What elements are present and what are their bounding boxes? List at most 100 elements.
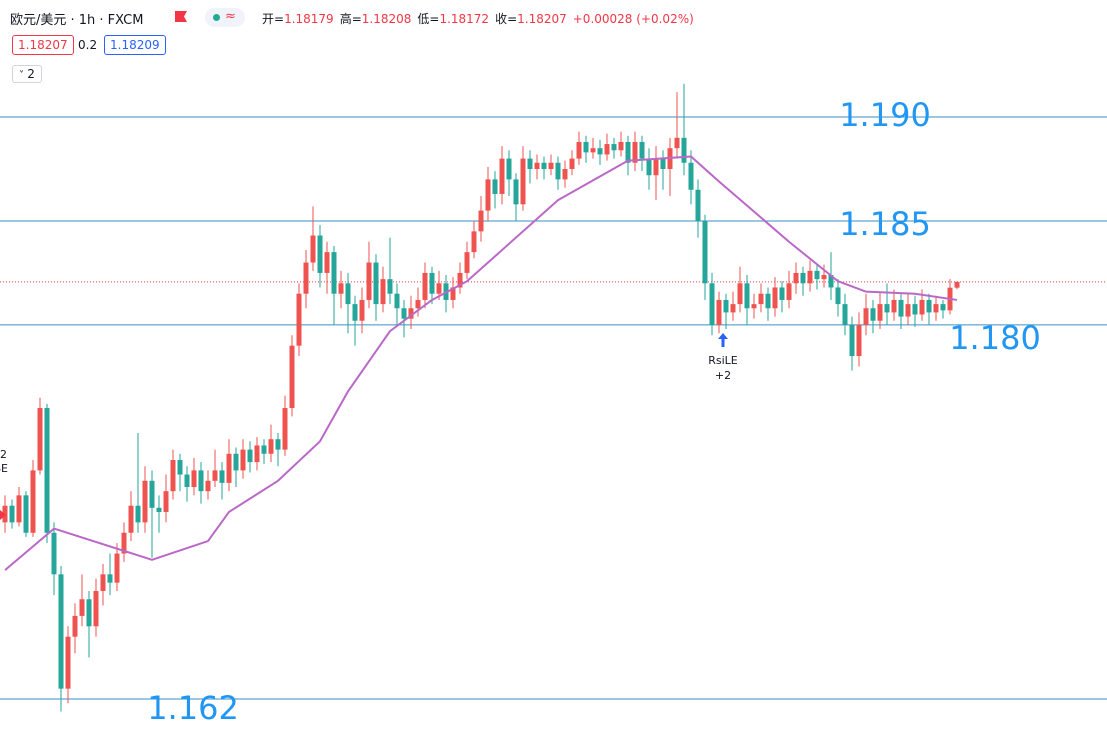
- ask-button[interactable]: 1.18209: [104, 35, 166, 55]
- candle-body: [44, 408, 50, 533]
- candle-body: [86, 599, 92, 627]
- candle-body: [310, 235, 316, 263]
- candle-body: [590, 148, 596, 153]
- candle-body: [954, 281, 960, 288]
- candle-body: [170, 460, 176, 492]
- candle-body: [366, 262, 372, 300]
- candle-body: [856, 324, 862, 357]
- candle-body: [408, 308, 414, 319]
- ohlc-label: 开=: [262, 12, 285, 26]
- candle-body: [324, 252, 330, 273]
- status-pill[interactable]: ≈: [205, 8, 245, 27]
- candle-body: [198, 470, 204, 492]
- candle-body: [611, 144, 617, 151]
- candle-body: [870, 308, 876, 321]
- candle-body: [688, 162, 694, 190]
- candle-body: [2, 505, 8, 523]
- ohlc-value: 1.18207: [517, 12, 567, 26]
- candle-body: [681, 137, 687, 163]
- candle-body: [142, 480, 148, 523]
- ohlc-label: 高=: [339, 12, 362, 26]
- level-label: 1.190: [839, 96, 931, 134]
- candle-body: [800, 272, 806, 284]
- candle-body: [548, 162, 554, 169]
- edge-signal-label: SE: [0, 462, 8, 475]
- candle-body: [254, 445, 260, 463]
- candle-body: [730, 304, 736, 313]
- ohlc-value: 1.18208: [361, 12, 412, 26]
- change: +0.00028 (+0.02%): [572, 12, 694, 26]
- indicator-count: 2: [27, 67, 35, 81]
- candle-body: [114, 553, 120, 583]
- candle-body: [436, 283, 442, 294]
- level-label: 1.180: [949, 319, 1041, 357]
- candle-body: [905, 304, 911, 317]
- candle-body: [842, 304, 848, 325]
- candle-body: [282, 408, 288, 450]
- ohlc-value: 1.18179: [284, 12, 334, 26]
- ohlc-legend: 开=1.18179 高=1.18208 低=1.18172 收=1.18207 +0.0…: [262, 10, 694, 27]
- candle-body: [401, 308, 407, 319]
- candle-body: [23, 495, 29, 533]
- candle-body: [807, 270, 813, 284]
- moving-average: [4, 155, 958, 571]
- candle-body: [212, 470, 218, 481]
- candle-body: [247, 449, 253, 463]
- candle-body: [9, 505, 15, 523]
- candle-body: [877, 304, 883, 321]
- candle-body: [576, 141, 582, 159]
- candle-body: [226, 453, 232, 483]
- candle-body: [317, 235, 323, 273]
- candle-body: [618, 141, 624, 151]
- candle-body: [772, 287, 778, 309]
- level-label: 1.162: [147, 689, 239, 727]
- candle-body: [492, 179, 498, 194]
- candle-body: [933, 304, 939, 313]
- candle-body: [786, 283, 792, 300]
- candle-body: [352, 304, 358, 321]
- ohlc-value: 1.18172: [439, 12, 490, 26]
- candle-body: [107, 574, 113, 583]
- candle-body: [758, 293, 764, 305]
- spread: 0.2: [74, 36, 102, 54]
- candle-body: [506, 158, 512, 180]
- candle-body: [569, 158, 575, 169]
- candle-body: [65, 636, 71, 689]
- candle-body: [632, 141, 638, 163]
- candle-body: [926, 299, 932, 313]
- candle-body: [821, 275, 827, 280]
- candle-body: [37, 408, 43, 471]
- candle-body: [387, 279, 393, 294]
- candle-body: [422, 272, 428, 300]
- candle-body: [793, 272, 799, 284]
- candle-body: [135, 505, 141, 523]
- candle-body: [191, 470, 197, 488]
- ohlc-label: 低=: [417, 12, 440, 26]
- candle-body: [149, 480, 155, 508]
- candle-body: [100, 574, 106, 591]
- symbol: 欧元/美元 · 1h · FXCM: [10, 13, 144, 28]
- candle-body: [604, 144, 610, 155]
- candle-body: [499, 158, 505, 194]
- candle-body: [555, 162, 561, 180]
- candle-body: [156, 507, 162, 512]
- candle-body: [457, 272, 463, 288]
- candle-body: [583, 141, 589, 153]
- candle-body: [534, 162, 540, 169]
- candle-body: [58, 574, 64, 689]
- indicator-toggle[interactable]: ˅ 2: [12, 65, 42, 83]
- candle-body: [289, 345, 295, 409]
- candle-body: [268, 439, 274, 454]
- candle-body: [51, 532, 57, 575]
- candle-body: [884, 304, 890, 313]
- candle-body: [891, 299, 897, 313]
- candle-body: [625, 141, 631, 163]
- candle-body: [233, 453, 239, 471]
- candle-body: [597, 148, 603, 155]
- candle-body: [331, 252, 337, 294]
- bid-button[interactable]: 1.18207: [12, 35, 74, 55]
- flag-icon[interactable]: [175, 11, 187, 22]
- candle-body: [261, 445, 267, 454]
- candle-body: [345, 283, 351, 305]
